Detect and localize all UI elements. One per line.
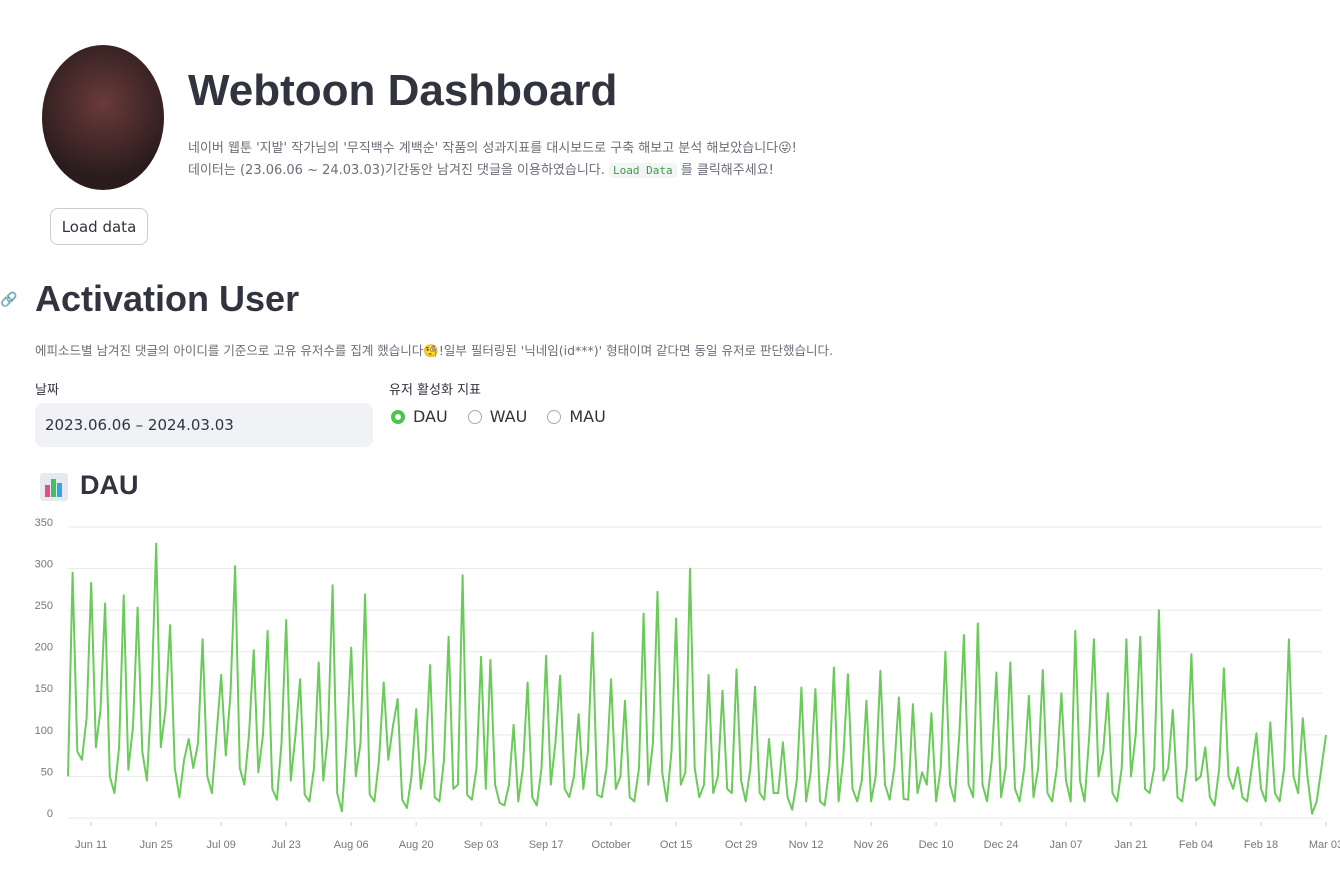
chart-icon: [40, 473, 68, 501]
x-tick-label: Aug 20: [399, 839, 434, 851]
y-tick-label: 300: [35, 558, 53, 570]
x-tick-label: Dec 10: [919, 839, 954, 851]
x-tick-label: Jan 07: [1050, 839, 1083, 851]
y-tick-label: 150: [35, 683, 53, 695]
x-tick-label: Nov 12: [789, 839, 824, 851]
x-tick-label: Sep 03: [464, 839, 499, 851]
radio-option[interactable]: MAU: [547, 407, 606, 426]
radio-text: MAU: [569, 407, 606, 426]
x-tick-label: Oct 29: [725, 839, 757, 851]
description: 데이터는 (23.06.06 ~ 24.03.03)기간동안 남겨진 댓글을 이…: [188, 159, 774, 178]
radio-text: DAU: [413, 407, 448, 426]
x-tick-label: Feb 18: [1244, 839, 1278, 851]
x-tick-label: Feb 04: [1179, 839, 1213, 851]
x-tick-label: Jul 09: [207, 839, 236, 851]
y-tick-label: 100: [35, 725, 53, 737]
y-tick-label: 350: [35, 517, 53, 529]
page-title: Webtoon Dashboard: [188, 66, 618, 115]
y-tick-label: 200: [35, 642, 53, 654]
x-tick-label: Jun 11: [75, 839, 107, 851]
y-tick-label: 250: [35, 600, 53, 612]
y-tick-label: 50: [41, 766, 53, 778]
date-input[interactable]: 2023.06.06 – 2024.03.03: [35, 403, 373, 447]
caption: 에피소드별 남겨진 댓글의 아이디를 기준으로 고유 유저수를 집계 했습니다🧐…: [35, 343, 833, 358]
y-tick-label: 0: [47, 808, 53, 820]
data-line: [67, 542, 1327, 815]
description: 네이버 웹툰 '지발' 작가님의 '무직백수 계백순' 작품의 성과지표를 대시…: [188, 141, 797, 156]
radio-dot[interactable]: [467, 409, 482, 424]
logo-image: [42, 45, 164, 190]
x-tick-label: Sep 17: [529, 839, 564, 851]
text: 데이터는 (23.06.06 ~ 24.03.03)기간동안 남겨진 댓글을 이…: [188, 163, 605, 178]
x-tick-label: Jul 23: [271, 839, 300, 851]
radio-option[interactable]: DAU: [391, 407, 448, 426]
x-tick-label: Dec 24: [984, 839, 1019, 851]
x-tick-label: Jun 25: [140, 839, 173, 851]
x-tick-label: Aug 06: [334, 839, 369, 851]
radio-label: 유저 활성화 지표: [389, 383, 481, 398]
code: Load Data: [609, 163, 677, 178]
date-label: 날짜: [35, 383, 59, 398]
radio-text: WAU: [489, 407, 528, 426]
radio-dot[interactable]: [391, 409, 405, 424]
x-tick-label: Mar 03: [1309, 839, 1340, 851]
x-tick-label: October: [592, 839, 631, 851]
section-title: Activation User: [35, 278, 300, 319]
radio-dot[interactable]: [547, 409, 562, 424]
radio-option[interactable]: WAU: [467, 407, 528, 426]
x-tick-label: Jan 21: [1115, 839, 1148, 851]
text: 를 클릭해주세요!: [680, 163, 774, 178]
anchor-icon[interactable]: 🔗: [0, 292, 18, 308]
chart-title: DAU: [80, 470, 139, 500]
radio-group: DAU WAU MAU: [391, 407, 626, 428]
x-tick-label: Oct 15: [660, 839, 692, 851]
chart: 0 50 100 150 200 250 300 350 Jun 11 Jun 25 Jul 09 J…: [35, 517, 1340, 851]
load-button[interactable]: Load data: [50, 208, 148, 245]
x-tick-label: Nov 26: [854, 839, 889, 851]
